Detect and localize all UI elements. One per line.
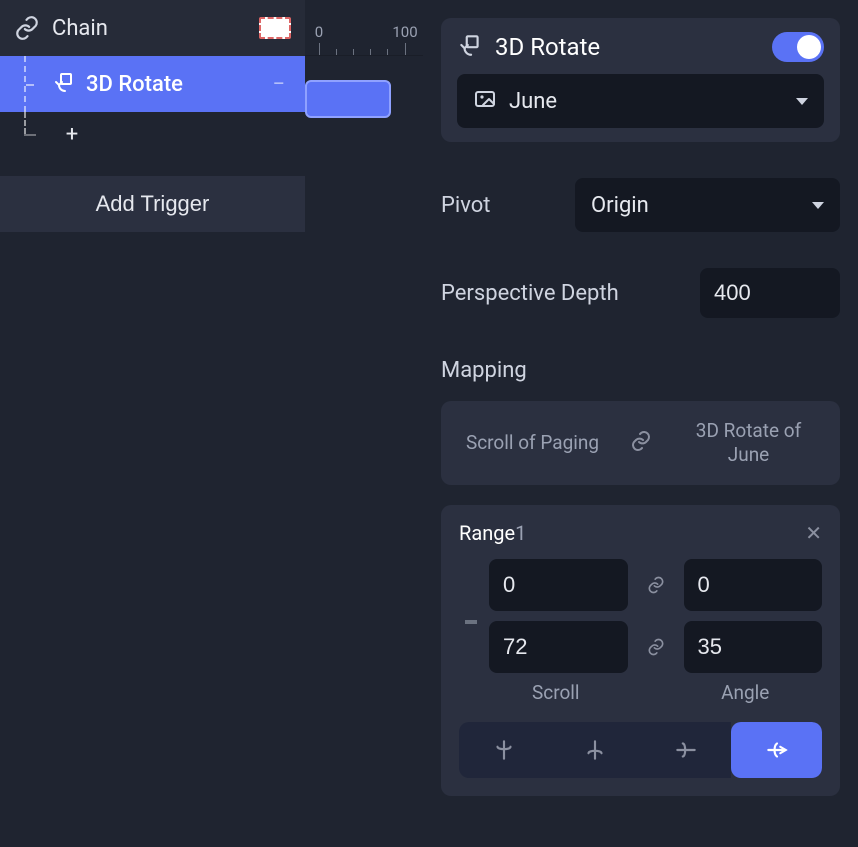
perspective-row: Perspective Depth	[441, 268, 840, 318]
chain-swatch[interactable]	[259, 17, 291, 39]
angle-from-input[interactable]	[684, 559, 823, 611]
pivot-value: Origin	[591, 193, 800, 218]
mapping-card: Scroll of Paging 3D Rotate of June	[441, 401, 840, 485]
pivot-select[interactable]: Origin	[575, 178, 840, 232]
col-scroll-label: Scroll	[479, 681, 633, 704]
image-icon	[473, 87, 497, 115]
range-title: Range1	[459, 521, 526, 545]
axis-x-button[interactable]	[459, 722, 550, 778]
link-icon	[638, 637, 674, 657]
chain-item-label: 3D Rotate	[86, 72, 266, 97]
chain-panel: Chain 3D Rotate − + Add Trigger	[0, 0, 305, 847]
pivot-label: Pivot	[441, 193, 559, 218]
add-chain-item-button[interactable]: +	[52, 122, 92, 147]
mapping-from: Scroll of Paging	[463, 431, 603, 455]
link-icon	[629, 429, 653, 457]
effect-title: 3D Rotate	[495, 33, 760, 61]
pivot-row: Pivot Origin	[441, 178, 840, 232]
scroll-from-input[interactable]	[489, 559, 628, 611]
chain-header: Chain	[0, 0, 305, 56]
close-range-button[interactable]: ✕	[805, 521, 822, 545]
angle-to-input[interactable]	[684, 621, 823, 673]
mapping-to: 3D Rotate of June	[679, 419, 819, 467]
range-card: Range1 ✕	[441, 505, 840, 796]
mapping-section-label: Mapping	[441, 358, 840, 383]
ruler-label-0: 0	[315, 23, 323, 41]
chain-list: 3D Rotate − +	[0, 56, 305, 156]
chevron-down-icon	[796, 98, 808, 105]
ruler-label-100: 100	[392, 23, 417, 41]
chevron-down-icon	[812, 202, 824, 209]
target-value: June	[509, 89, 784, 114]
axis-custom-button[interactable]	[731, 722, 822, 778]
axis-buttons	[459, 722, 822, 778]
chain-item-3d-rotate[interactable]: 3D Rotate −	[0, 56, 305, 112]
chain-icon	[14, 15, 40, 41]
axis-y-button[interactable]	[550, 722, 641, 778]
chain-add-row: +	[0, 112, 305, 156]
timeline-block[interactable]	[305, 80, 391, 118]
properties-panel: 3D Rotate June Pivot Origin Perspective	[423, 0, 858, 847]
target-select[interactable]: June	[457, 74, 824, 128]
link-icon	[638, 575, 674, 595]
rotate-3d-icon	[457, 32, 483, 62]
rotate-3d-icon	[52, 70, 76, 98]
add-trigger-button[interactable]: Add Trigger	[0, 176, 305, 232]
timeline-ruler[interactable]: 0 100	[305, 0, 423, 56]
timeline-panel: 0 100	[305, 0, 423, 847]
scroll-to-input[interactable]	[489, 621, 628, 673]
effect-enable-toggle[interactable]	[772, 32, 824, 62]
axis-z-button[interactable]	[641, 722, 732, 778]
perspective-input[interactable]	[700, 268, 840, 318]
remove-chain-item-button[interactable]: −	[266, 72, 291, 97]
effect-header-card: 3D Rotate June	[441, 18, 840, 142]
perspective-label: Perspective Depth	[441, 281, 684, 306]
col-angle-label: Angle	[669, 681, 823, 704]
chain-title: Chain	[52, 16, 247, 41]
